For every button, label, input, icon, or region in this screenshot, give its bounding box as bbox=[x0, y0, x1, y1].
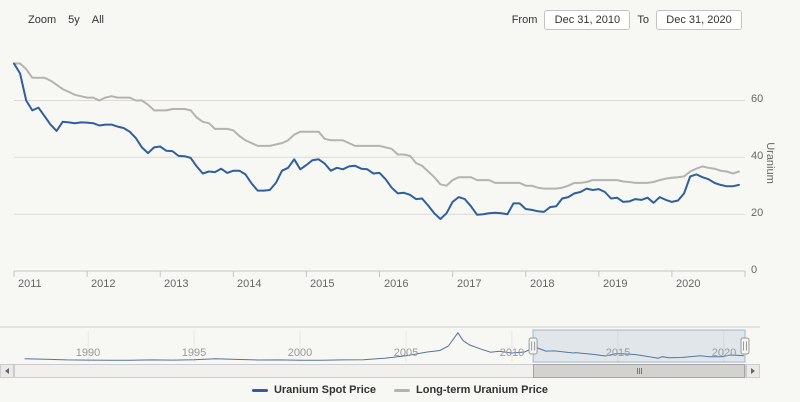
navigator-handle-left[interactable] bbox=[528, 337, 538, 355]
legend-marker-icon bbox=[251, 388, 268, 392]
to-label: To bbox=[637, 14, 649, 26]
scrollbar-right-button[interactable] bbox=[746, 364, 760, 378]
from-date-input[interactable] bbox=[544, 10, 631, 30]
series-line-long-term-uranium-price[interactable] bbox=[13, 62, 740, 190]
zoom-controls: Zoom 5y All bbox=[28, 14, 104, 26]
scrollbar-thumb[interactable] bbox=[533, 364, 745, 378]
scrollbar-left-button[interactable] bbox=[0, 364, 14, 378]
navigator-series-line bbox=[24, 331, 744, 361]
legend-label: Uranium Spot Price bbox=[273, 384, 377, 396]
navigator-handle-right[interactable] bbox=[740, 337, 750, 355]
left-arrow-icon bbox=[5, 368, 9, 374]
from-label: From bbox=[511, 14, 538, 26]
date-range-controls: From To bbox=[512, 10, 742, 30]
legend-marker-icon bbox=[394, 388, 411, 392]
legend-item-long-term-uranium-price[interactable]: Long-term Uranium Price bbox=[394, 384, 548, 396]
zoom-all-button[interactable]: All bbox=[91, 14, 104, 26]
to-date-input[interactable] bbox=[656, 10, 742, 30]
legend-label: Long-term Uranium Price bbox=[416, 384, 549, 396]
navigator-selected-range[interactable] bbox=[532, 329, 746, 363]
grip-icon bbox=[636, 368, 642, 374]
series-line-uranium-spot-price[interactable] bbox=[13, 62, 740, 220]
legend-item-uranium-spot-price[interactable]: Uranium Spot Price bbox=[251, 384, 377, 396]
scrollbar bbox=[0, 364, 760, 378]
y-axis-title: Uranium bbox=[764, 142, 776, 184]
zoom-5y-button[interactable]: 5y bbox=[68, 14, 80, 26]
zoom-label: Zoom bbox=[28, 14, 57, 26]
right-arrow-icon bbox=[751, 368, 755, 374]
legend: Uranium Spot Price Long-term Uranium Pric… bbox=[0, 384, 800, 396]
